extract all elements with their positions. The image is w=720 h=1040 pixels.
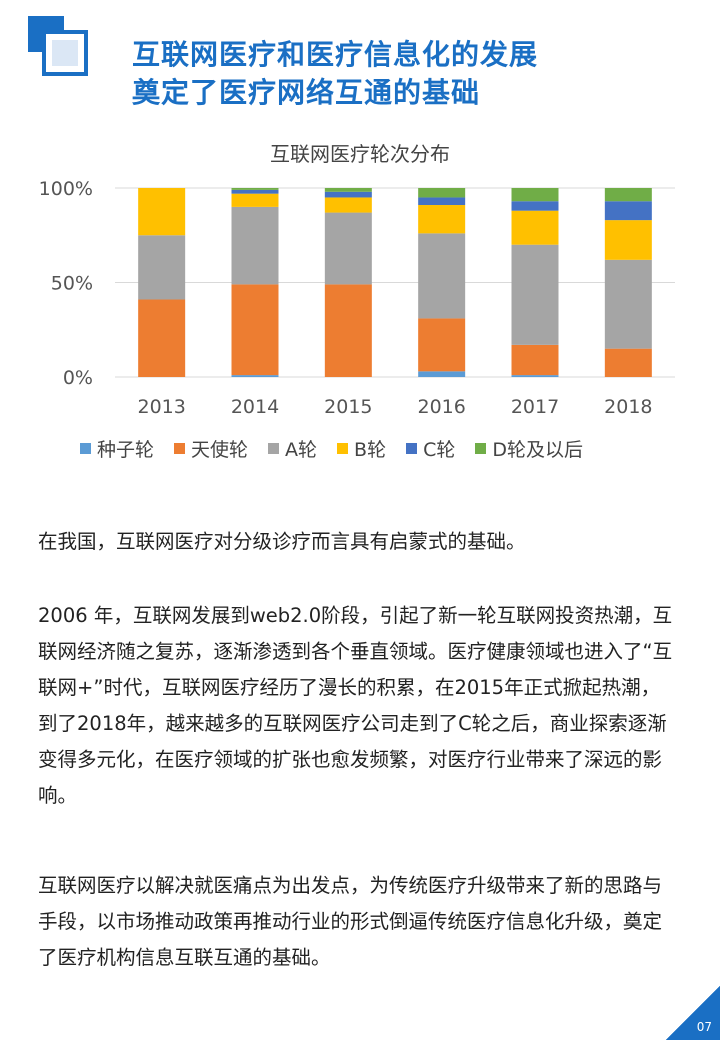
legend-label: 天使轮 [191,438,249,461]
y-tick-label: 100% [39,178,93,200]
legend-label: 种子轮 [97,438,155,461]
page-title-line1: 互联网医疗和医疗信息化的发展 [132,38,539,71]
legend-label: A轮 [285,438,318,461]
bar-segment [604,220,652,260]
bar-segment [231,189,279,194]
bar-segment [138,235,186,300]
bar-segment [511,210,559,245]
page-title-line2: 奠定了医疗网络互通的基础 [132,76,481,109]
bar-segment [418,188,466,198]
bar-segment [231,375,279,377]
legend-swatch [268,442,280,454]
legend-item: 种子轮 [80,435,154,462]
legend-label: D轮及以后 [492,438,583,461]
bar-segment [138,299,186,377]
legend-item: D轮及以后 [475,435,583,462]
bar-segment [511,344,559,376]
legend-swatch [337,442,349,454]
x-tick-label: 2017 [511,396,559,418]
x-tick-label: 2018 [604,396,652,418]
bar-segment [604,201,652,221]
bar-segment [324,212,372,285]
paragraph-2: 2006 年，互联网发展到web2.0阶段，引起了新一轮互联网投资热潮，互联网经… [38,604,673,807]
x-tick-label: 2014 [231,396,279,418]
legend-swatch [475,442,487,454]
legend-swatch [406,442,418,454]
paragraph-1: 在我国，互联网医疗对分级诊疗而言具有启蒙式的基础。 [38,530,526,553]
y-tick-label: 0% [63,367,93,389]
legend-item: C轮 [406,435,455,462]
paragraph-3: 互联网医疗以解决就医痛点为出发点，为传统医疗升级带来了新的思路与手段，以市场推动… [38,874,663,969]
bar-segment [511,201,559,211]
x-tick-label: 2013 [137,396,185,418]
bar-segment [418,197,466,206]
logo-mark-icon [28,16,88,76]
bar-segment [511,375,559,377]
bar-segment [231,206,279,285]
bar-segment [418,318,466,372]
legend-item: B轮 [337,435,386,462]
bar-segment [604,348,652,377]
y-tick-label: 50% [51,273,93,295]
bar-segment [231,188,279,190]
legend-swatch [174,442,186,454]
bar-segment [231,284,279,376]
x-tick-label: 2016 [417,396,465,418]
bar-segment [604,259,652,349]
bar-segment [324,284,372,377]
bar-segment [418,371,466,377]
legend-item: A轮 [268,435,317,462]
bar-segment [324,197,372,213]
page-number-corner: 07 [666,986,720,1040]
bar-segment [138,188,186,236]
bar-segment [511,188,559,202]
bar-segment [418,233,466,319]
page-title: 互联网医疗和医疗信息化的发展 奠定了医疗网络互通的基础 [132,36,538,112]
chart-title: 互联网医疗轮次分布 [270,142,450,166]
x-tick-label: 2015 [324,396,372,418]
legend-label: C轮 [423,438,456,461]
legend-item: 天使轮 [174,435,248,462]
bar-segment [324,191,372,198]
legend-label: B轮 [354,438,387,461]
chart-legend: 种子轮 天使轮 A轮 B轮 C轮 D轮及以后 [80,432,680,464]
bar-segment [231,193,279,207]
bar-segment [418,205,466,234]
page-number: 07 [696,1020,712,1034]
stacked-bar-chart: 0% 50% 100% 2013 2014 2015 2016 2017 2018 [39,178,675,418]
bar-segment [511,244,559,345]
bar-segment [324,188,372,192]
bar-segment [604,188,652,202]
legend-swatch [80,442,91,454]
